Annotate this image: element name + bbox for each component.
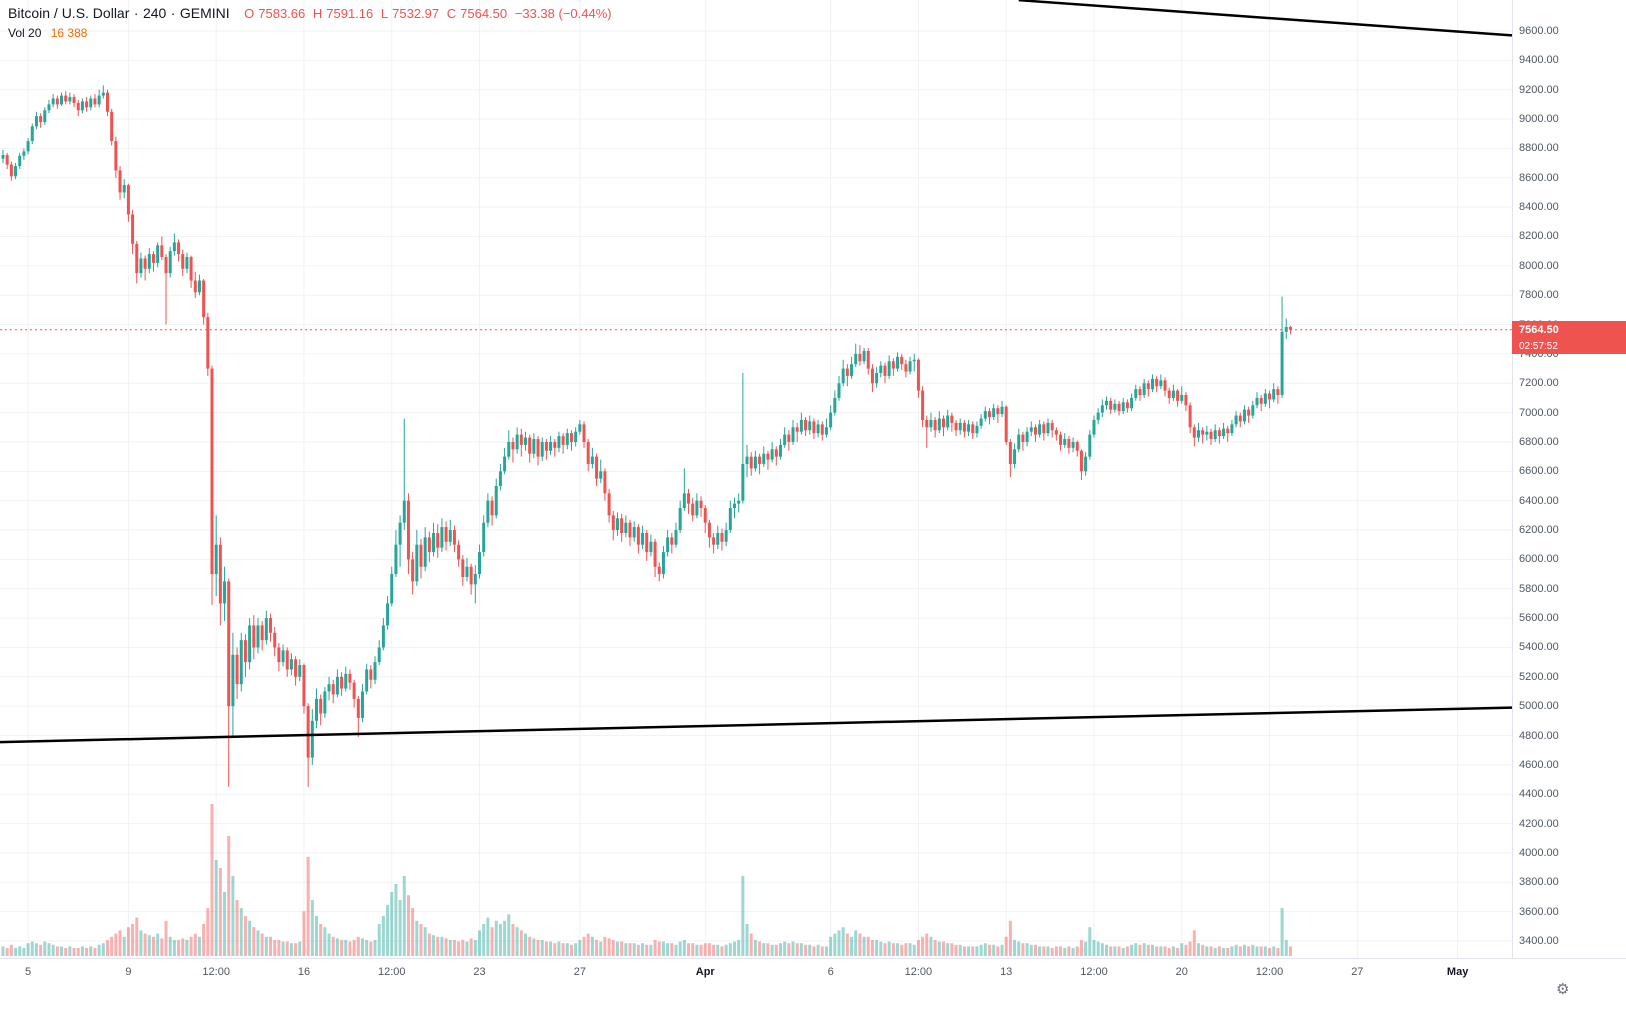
- price-tick-label: 5800.00: [1519, 582, 1559, 595]
- price-tick-label: 8400.00: [1519, 201, 1559, 214]
- volume-legend: Vol 20 16 388: [8, 26, 87, 40]
- volume-value: 16 388: [50, 26, 88, 40]
- open-value: 7583.66: [258, 6, 306, 21]
- price-tick-label: 5600.00: [1519, 612, 1559, 625]
- close-value: 7564.50: [460, 6, 508, 21]
- time-tick-label: 6: [827, 966, 834, 978]
- low-value: 7532.97: [392, 6, 440, 21]
- current-price-badge: 7564.50: [1512, 320, 1626, 339]
- trend-line[interactable]: [0, 706, 1512, 744]
- time-tick-label: 16: [297, 966, 311, 978]
- time-tick-label: 12:00: [202, 966, 230, 978]
- trend-line[interactable]: [1018, 0, 1512, 37]
- price-tick-label: 6400.00: [1519, 494, 1559, 507]
- interval-label[interactable]: 240: [142, 5, 167, 21]
- price-tick-label: 3600.00: [1519, 905, 1559, 918]
- bar-countdown-badge: 02:57:52: [1512, 338, 1626, 354]
- price-tick-label: 4400.00: [1519, 788, 1559, 801]
- time-tick-label: 27: [573, 966, 586, 978]
- price-tick-label: 9200.00: [1519, 83, 1559, 96]
- price-tick-label: 3800.00: [1519, 876, 1559, 889]
- price-tick-label: 4000.00: [1519, 846, 1559, 859]
- low-label: L: [380, 6, 389, 21]
- price-tick-label: 9000.00: [1519, 113, 1559, 126]
- chart-legend: Bitcoin / U.S. Dollar · 240 · GEMINI O 75…: [8, 5, 616, 23]
- time-tick-label: 12:00: [377, 966, 406, 978]
- symbol-title[interactable]: Bitcoin / U.S. Dollar: [8, 5, 130, 21]
- price-tick-label: 8200.00: [1519, 230, 1559, 243]
- candle-series: [1, 85, 1292, 787]
- price-tick-label: 6600.00: [1519, 465, 1559, 478]
- price-tick-label: 3400.00: [1519, 935, 1559, 947]
- price-tick-label: 8000.00: [1519, 259, 1559, 272]
- legend-separator: ·: [170, 5, 176, 21]
- close-label: C: [446, 6, 457, 21]
- gear-icon[interactable]: ⚙: [1556, 981, 1570, 998]
- price-tick-label: 6800.00: [1519, 435, 1559, 448]
- grid-layer: [0, 0, 1512, 958]
- time-tick-label: 12:00: [1255, 966, 1284, 978]
- price-tick-label: 8800.00: [1519, 142, 1559, 155]
- time-tick-label: 13: [1000, 966, 1013, 978]
- open-label: O: [244, 6, 255, 21]
- price-tick-label: 5000.00: [1519, 700, 1559, 713]
- ohlc-readout: O 7583.66 H 7591.16 L 7532.97 C 7564.50 −33.…: [244, 6, 616, 21]
- time-tick-label: 20: [1175, 966, 1188, 978]
- volume-series: [1, 804, 1292, 956]
- price-tick-label: 5200.00: [1519, 670, 1559, 683]
- price-tick-label: 7200.00: [1519, 377, 1559, 390]
- chart-canvas[interactable]: [0, 0, 1512, 958]
- price-tick-label: 8600.00: [1519, 171, 1559, 184]
- exchange-label: GEMINI: [179, 5, 230, 21]
- time-tick-label: 12:00: [904, 966, 933, 978]
- price-tick-label: 7000.00: [1519, 406, 1559, 419]
- high-label: H: [312, 6, 323, 21]
- time-tick-label: May: [1446, 966, 1469, 978]
- change-value: −33.38 (−0.44%): [514, 6, 612, 21]
- price-tick-label: 4600.00: [1519, 758, 1559, 771]
- time-tick-label: Apr: [695, 966, 715, 978]
- price-axis[interactable]: 9 USD 3400.003600.003800.004000.004200.0…: [1512, 0, 1626, 958]
- trend-lines[interactable]: [0, 0, 1512, 744]
- price-tick-label: 4800.00: [1519, 729, 1559, 742]
- volume-indicator-label[interactable]: Vol 20: [8, 26, 42, 40]
- legend-separator: ·: [133, 5, 139, 21]
- price-tick-label: 6200.00: [1519, 524, 1559, 537]
- time-axis[interactable]: 5 9 12:00 16 12:00 23 27 Apr 6 12:00 13 12:00 20 12:0…: [0, 958, 1626, 1013]
- price-tick-label: 4200.00: [1519, 817, 1559, 830]
- time-tick-label: 23: [473, 966, 486, 978]
- time-tick-label: 27: [1351, 966, 1364, 978]
- time-tick-label: 9: [125, 966, 132, 978]
- time-tick-label: 5: [25, 966, 32, 978]
- price-tick-label: 9600.00: [1519, 25, 1559, 37]
- high-value: 7591.16: [326, 6, 374, 21]
- price-tick-label: 9400.00: [1519, 54, 1559, 67]
- price-tick-label: 6000.00: [1519, 553, 1559, 566]
- price-tick-label: 5400.00: [1519, 641, 1559, 654]
- time-tick-label: 12:00: [1080, 966, 1108, 978]
- price-tick-label: 7800.00: [1519, 289, 1559, 302]
